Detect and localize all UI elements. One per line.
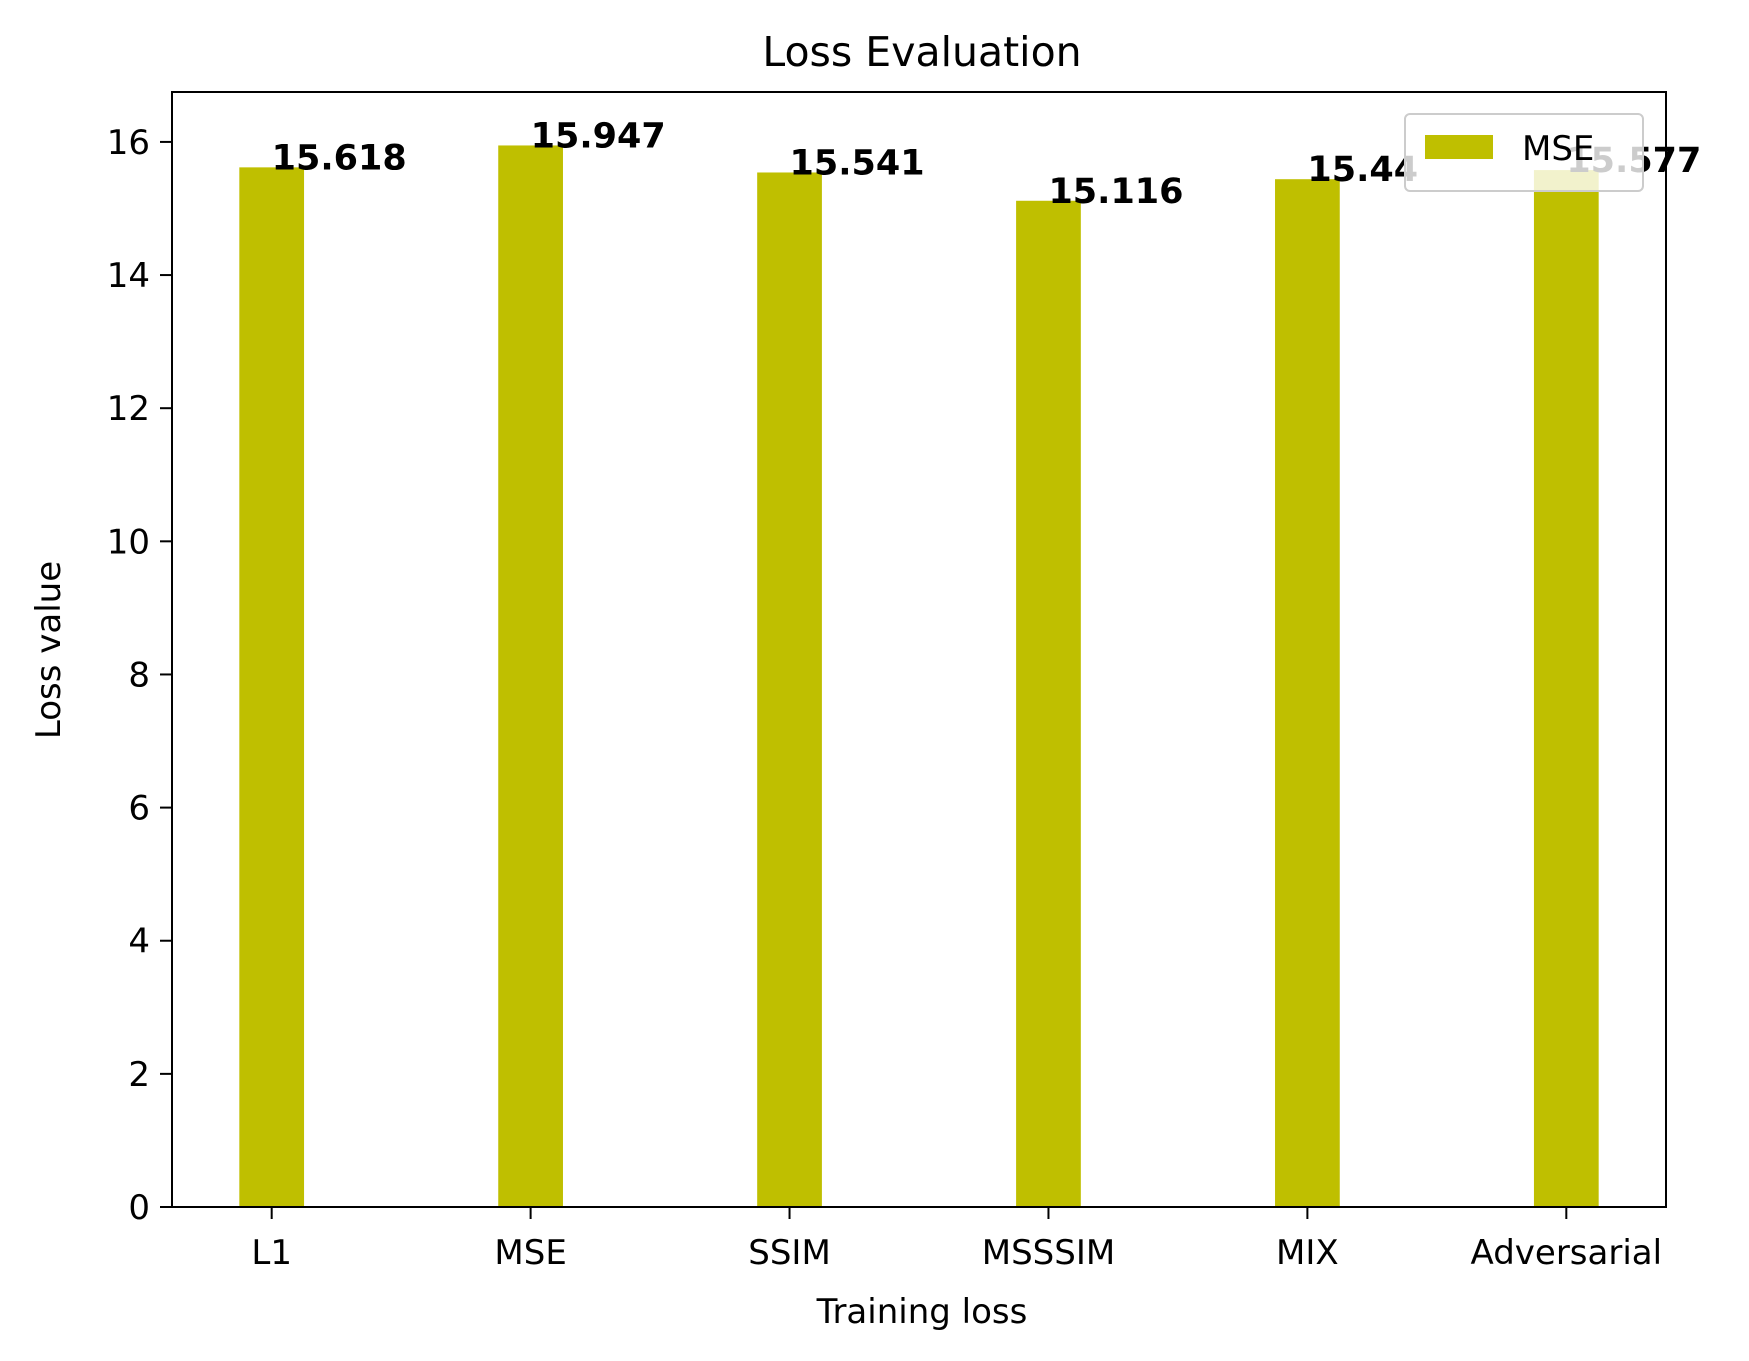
plot-area [172,92,1666,1207]
y-tick-label: 10 [107,522,150,562]
bars-group [239,145,1599,1208]
y-tick-label: 14 [107,256,150,296]
bar-l1 [239,167,305,1208]
y-axis-label: Loss value [29,561,69,739]
y-tick-label: 4 [128,922,150,962]
legend: MSE [1404,113,1644,192]
y-tick-label: 2 [128,1055,150,1095]
x-tick-label-adversarial: Adversarial [1471,1233,1663,1273]
value-label-mse: 15.947 [531,116,666,156]
bar-mix [1275,179,1340,1207]
y-tick-label: 12 [107,389,150,429]
y-tick-label: 0 [128,1188,150,1228]
bar-mse [498,145,563,1208]
axes-group: 0 2 4 6 8 10 12 14 16 L1 MSE SSIM MSSSIM MIX Adversari… [107,91,1667,1273]
value-label-mix: 15.44 [1307,150,1418,190]
bar-adversarial [1533,170,1599,1208]
bar-msssim [1016,200,1081,1207]
x-tick-label-ssim: SSIM [748,1233,831,1273]
x-tick-label-msssim: MSSSIM [982,1233,1115,1273]
legend-frame [1404,113,1644,192]
value-label-l1: 15.618 [272,138,407,178]
x-tick-label-mix: MIX [1276,1233,1339,1273]
x-tick-label-mse: MSE [494,1233,566,1273]
value-label-ssim: 15.541 [790,143,925,183]
value-label-msssim: 15.116 [1048,172,1183,212]
chart-title: Loss Evaluation [762,28,1081,76]
y-tick-label: 8 [128,655,150,695]
plot-background [172,92,1666,1207]
x-axis-label: Training loss [816,1292,1028,1332]
y-tick-label: 6 [128,789,150,829]
axes-frame [171,91,1667,1208]
x-tick-label-l1: L1 [251,1233,292,1273]
legend-swatch-mse [1425,135,1493,159]
y-tick-label: 16 [107,123,150,163]
bar-ssim [757,172,822,1207]
legend-entry-mse: MSE [1522,129,1594,169]
